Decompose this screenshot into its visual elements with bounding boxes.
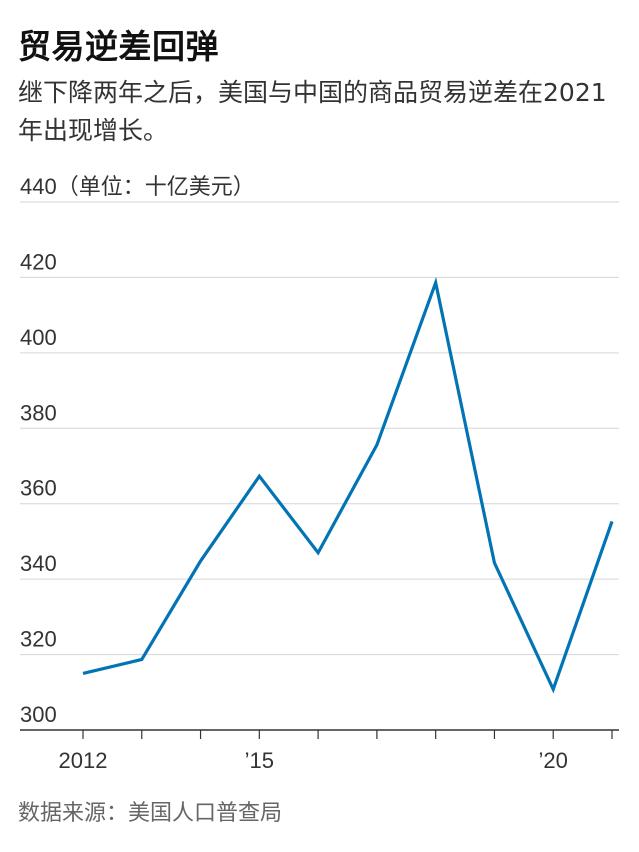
line-chart: 300 320 340 360 380 400 420 440（单位：十亿美元） 2012 ’1… [20, 174, 619, 773]
y-tick-label: 420 [20, 249, 57, 274]
series-line [82, 276, 614, 694]
chart-subtitle: 继下降两年之后，美国与中国的商品贸易逆差在2021年出现增长。 [18, 78, 607, 145]
y-tick-label: 300 [20, 702, 57, 727]
y-tick-label: 340 [20, 551, 57, 576]
x-tick-label: ’20 [539, 748, 568, 773]
source-note: 数据来源：美国人口普查局 [18, 801, 283, 826]
x-tick-label: 2012 [59, 748, 108, 773]
y-tick-label: 400 [20, 325, 57, 350]
chart-title: 贸易逆差回弹 [18, 27, 219, 66]
gridlines [20, 201, 619, 656]
y-tick-label: 360 [20, 476, 57, 501]
x-tick-label: ’15 [245, 748, 274, 773]
series-layer [82, 276, 614, 694]
y-tick-label: 380 [20, 400, 57, 425]
x-axis [20, 729, 619, 739]
y-tick-label: 320 [20, 627, 57, 652]
y-tick-label: 440（单位：十亿美元） [20, 174, 255, 199]
x-tick-labels: 2012 ’15 ’20 [59, 748, 568, 773]
y-tick-labels: 300 320 340 360 380 400 420 440（单位：十亿美元） [20, 174, 255, 727]
